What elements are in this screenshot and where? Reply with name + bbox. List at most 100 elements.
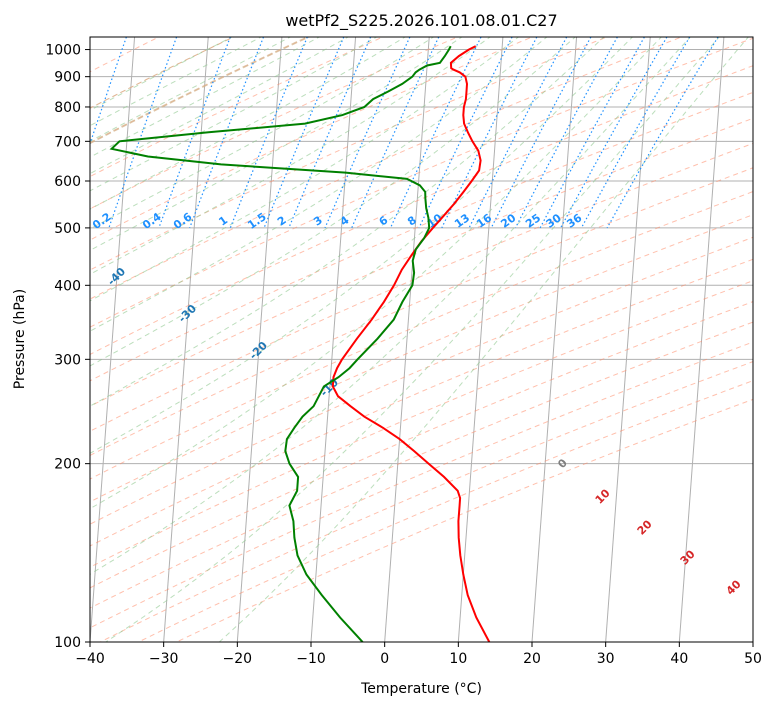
isotherm-label: -20 [247,339,270,362]
y-tick-label: 900 [54,70,81,86]
isotherm-line [163,37,209,642]
tan-adiabat-line [90,37,311,145]
x-tick-label: −10 [296,651,326,667]
dry-adiabat-line [90,142,753,432]
profile-traces [109,45,491,642]
mixing-ratio-line [158,37,231,229]
isotherm-line [605,37,651,642]
dry-adiabat-line [90,321,753,609]
x-tick-label: 20 [523,651,541,667]
mixing-ratio-label: 0.2 [90,210,113,232]
y-tick-label: 100 [54,635,81,651]
moist-adiabat-line [90,37,435,230]
temperature-trace [331,45,491,642]
dry-adiabat-line [90,65,753,355]
moist-adiabat-line [90,37,407,210]
x-tick-label: −20 [223,651,253,667]
mixing-ratio-line [324,37,411,229]
mixing-ratio-line [90,37,127,146]
dry-adiabat-line [90,37,753,328]
mixing-ratio-line [229,37,308,229]
mixing-ratio-line [468,37,568,229]
background-lines [90,37,753,642]
isotherm-line [678,37,725,642]
mixing-ratio-line [418,37,513,229]
y-tick-label: 500 [54,221,81,237]
moist-adiabat-line [218,37,749,642]
isotherm-label: -30 [176,302,199,325]
mixing-ratio-line [263,37,345,229]
moist-adiabat-line [90,37,350,175]
moist-adiabat-line [90,37,520,302]
y-tick-label: 800 [54,100,81,116]
moist-adiabat-line [90,37,463,251]
dry-adiabat-line [90,37,534,241]
y-tick-label: 700 [54,134,81,150]
x-axis-label: Temperature (°C) [360,681,482,697]
dry-adiabat-line [90,37,684,300]
y-tick-label: 200 [54,457,81,473]
y-tick-label: 1000 [45,43,81,59]
dry-adiabat-line [90,37,235,109]
mixing-ratio-label: 4 [338,213,352,228]
x-tick-label: 10 [449,651,467,667]
moist-adiabat-line [90,37,576,367]
mixing-ratio-line [514,37,618,229]
dry-adiabat-line [90,37,609,271]
mixing-ratio-line [539,37,645,229]
x-tick-label: −30 [149,651,179,667]
dry-adiabat-line [90,258,753,547]
y-tick-label: 600 [54,174,81,190]
moist-adiabat-line [90,37,662,510]
axes: −40 −30 −20 −10 0 10 20 30 40 50 1000 900 800 700 600 5… [45,43,762,667]
moist-adiabat-line [90,37,263,127]
isotherm-line [752,635,753,642]
moist-adiabat-line [105,37,720,642]
isotherm-line [384,37,430,642]
dewpoint-trace [109,45,452,642]
x-tick-label: 0 [380,651,389,667]
isotherm-label: -40 [105,265,128,288]
mixing-ratio-label: 8 [405,214,419,229]
moist-adiabat-label: 30 [678,547,698,567]
moist-adiabat-line [90,37,378,192]
mixing-ratio-label: 3 [311,214,325,229]
chart-title: wetPf2_S225.2026.101.08.01.C27 [285,11,557,31]
mixing-ratio-line [189,37,265,229]
dry-adiabat-line [90,37,385,178]
isotherm-line [310,37,357,642]
moist-adiabat-line [90,37,548,332]
moist-adiabat-label: 40 [724,577,744,597]
dry-adiabat-line [90,117,753,407]
plot-frame [89,36,754,643]
mixing-ratio-line [606,37,719,229]
dry-adiabat-line [90,37,459,210]
x-tick-label: 50 [744,651,762,667]
moist-adiabat-line [90,37,491,275]
dry-adiabat-line [90,301,753,589]
mixing-ratio-line [108,37,178,229]
moist-adiabat-line [90,37,634,454]
dry-adiabat-line [99,361,753,642]
moist-adiabat-line [90,37,233,111]
dry-adiabat-line [90,167,753,456]
moist-adiabat-line [90,37,691,575]
isotherm-line [457,37,504,642]
y-tick-label: 400 [54,278,81,294]
dry-adiabat-line [90,191,753,480]
isotherm-line [531,37,578,642]
tan-adiabat-line [90,37,235,109]
y-axis-label: Pressure (hPa) [12,289,28,389]
x-tick-label: −40 [75,651,105,667]
mixing-ratio-line [560,37,668,229]
y-tick-label: 300 [54,352,81,368]
x-tick-label: 30 [597,651,615,667]
mixing-ratio-line [441,37,538,229]
moist-adiabat-label: 20 [635,517,655,537]
moist-adiabat-line [90,37,605,407]
mixing-ratio-label: 6 [377,213,391,228]
mixing-ratio-label: 2 [275,214,289,229]
mixing-ratio-line [580,37,691,229]
mixing-ratio-line [490,37,592,229]
